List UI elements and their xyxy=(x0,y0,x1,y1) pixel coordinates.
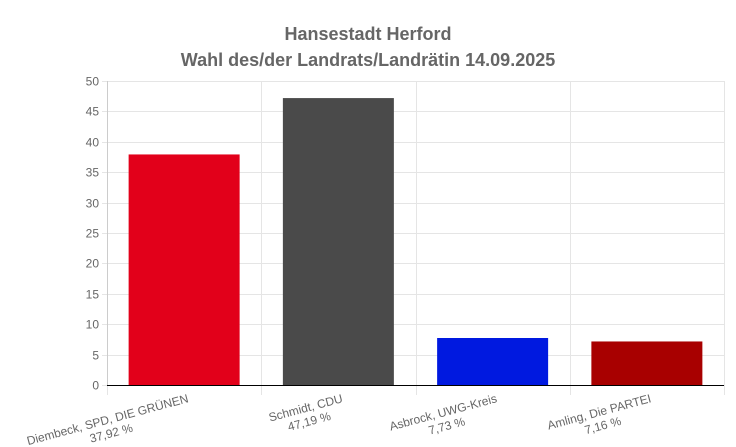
bar xyxy=(591,341,703,385)
y-tick-label: 25 xyxy=(86,227,100,241)
y-tick-label: 40 xyxy=(86,136,100,150)
bars xyxy=(128,98,703,385)
y-tick-label: 50 xyxy=(86,75,100,89)
y-tick-label: 30 xyxy=(86,197,100,211)
y-tick-label: 5 xyxy=(92,349,99,363)
axes xyxy=(107,81,724,386)
y-tick-label: 0 xyxy=(92,379,99,393)
y-tick-label: 10 xyxy=(86,318,100,332)
bar xyxy=(282,98,394,385)
y-tick-label: 20 xyxy=(86,257,100,271)
y-axis-ticks: 0 5 10 15 20 25 30 35 40 45 50 xyxy=(86,75,107,393)
y-tick-label: 35 xyxy=(86,166,100,180)
chart-title-line-2: Wahl des/der Landrats/Landrätin 14.09.20… xyxy=(181,50,555,70)
chart-title-line-1: Hansestadt Herford xyxy=(284,24,451,44)
y-tick-label: 15 xyxy=(86,288,100,302)
y-tick-label: 45 xyxy=(86,105,100,119)
bar xyxy=(437,338,549,385)
bar xyxy=(128,154,240,385)
